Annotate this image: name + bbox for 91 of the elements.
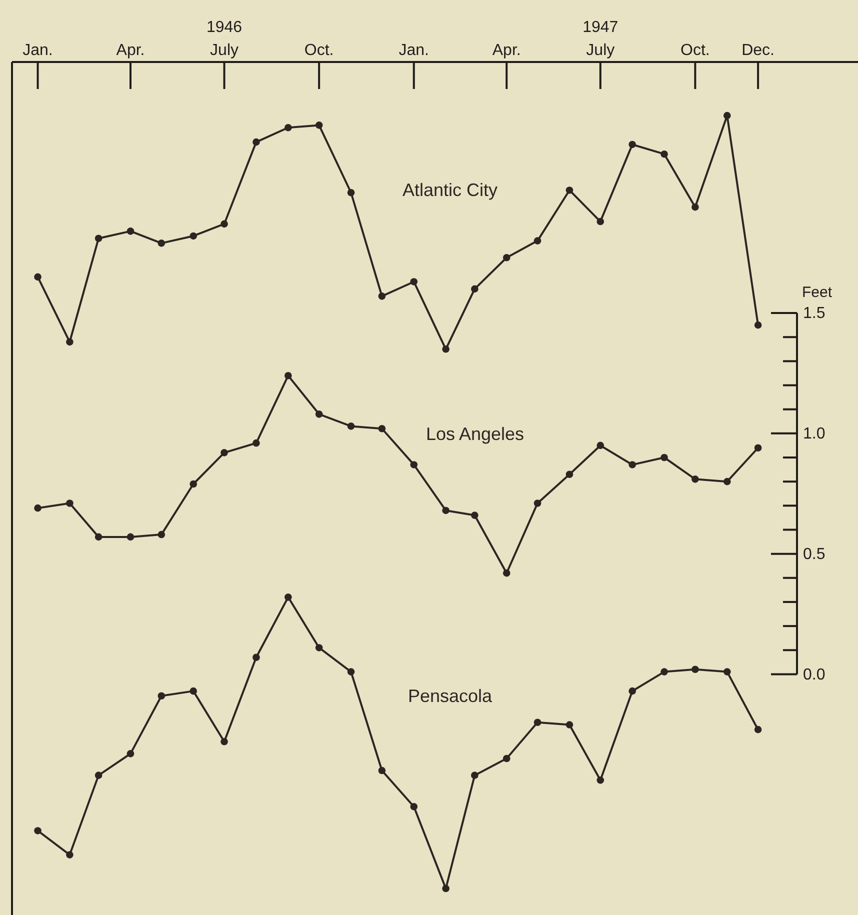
point [34, 504, 42, 512]
point [410, 461, 418, 468]
point [723, 668, 731, 676]
point [502, 754, 510, 762]
point [66, 851, 74, 858]
point [628, 461, 636, 468]
point [723, 478, 731, 486]
point [566, 721, 574, 728]
point [252, 654, 260, 662]
point [660, 150, 668, 158]
point [158, 240, 166, 247]
point [628, 140, 636, 148]
point [158, 692, 166, 700]
point [502, 254, 510, 262]
point [723, 112, 731, 120]
point [94, 772, 102, 779]
point [471, 285, 478, 293]
point [660, 454, 668, 462]
y-tick-label: 0.0 [803, 666, 826, 684]
point [126, 750, 134, 758]
point [471, 512, 478, 519]
point [347, 668, 355, 676]
point [754, 321, 762, 329]
point [410, 278, 418, 286]
x-tick-label: Oct. [680, 42, 710, 59]
point [347, 422, 355, 430]
point [534, 500, 542, 507]
point [628, 687, 636, 695]
point [190, 480, 198, 488]
point [378, 292, 386, 300]
point [158, 530, 166, 538]
point [315, 410, 323, 418]
x-tick-label: Apr. [492, 42, 521, 59]
point [126, 533, 134, 541]
text: Atlantic City [402, 180, 498, 200]
point [252, 439, 260, 447]
x-tick-label: July [210, 42, 238, 59]
point [754, 444, 762, 452]
x2-tick-label: 1947 [582, 19, 618, 36]
point [566, 186, 574, 194]
point [126, 228, 134, 235]
text: Pensacola [408, 686, 494, 706]
point [347, 188, 355, 196]
point [315, 644, 323, 652]
x-tick-label: Apr. [116, 42, 145, 59]
point [534, 237, 542, 244]
point [220, 220, 228, 228]
point [190, 232, 198, 240]
point [252, 138, 260, 146]
point [660, 668, 668, 676]
point [596, 442, 604, 450]
point [442, 506, 450, 514]
point [754, 726, 762, 734]
point [692, 203, 699, 211]
point [442, 884, 450, 892]
point [442, 345, 450, 353]
point [220, 449, 228, 456]
point [94, 234, 102, 242]
y-axis-title: Feet [802, 284, 833, 302]
point [566, 470, 574, 478]
y-tick-label: 1.0 [803, 426, 826, 443]
point [596, 776, 604, 784]
point [692, 476, 699, 483]
x-tick-label: Dec. [742, 42, 774, 59]
point [534, 718, 542, 726]
x-tick-label: Jan. [22, 42, 53, 59]
point [190, 687, 198, 695]
point [220, 738, 228, 746]
point [284, 372, 292, 380]
point [378, 424, 386, 432]
point [66, 500, 74, 507]
point [692, 666, 699, 674]
series-label: Los Angeles [426, 424, 524, 444]
point [410, 802, 418, 810]
point [502, 569, 510, 577]
point [284, 594, 292, 601]
point [34, 273, 42, 281]
point [284, 124, 292, 132]
point [94, 533, 102, 541]
y-tick-label: 1.5 [803, 305, 826, 322]
point [66, 338, 74, 346]
point [378, 766, 386, 774]
x-tick-label: Jan. [398, 42, 429, 59]
x2-tick-label: 1946 [206, 19, 242, 36]
point [34, 827, 42, 834]
y-tick-label: 0.5 [803, 546, 826, 563]
point [315, 122, 323, 129]
point [596, 218, 604, 226]
point [471, 772, 478, 779]
x-tick-label: July [586, 42, 615, 59]
x-tick-label: Oct. [304, 42, 334, 59]
